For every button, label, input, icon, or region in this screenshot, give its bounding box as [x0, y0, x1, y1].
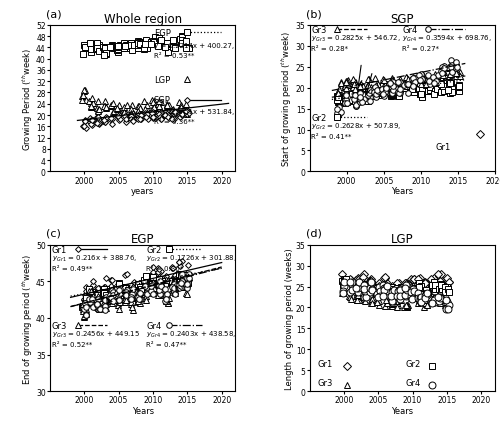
Text: Gr1: Gr1 [436, 143, 451, 152]
Y-axis label: Start of growing period ($^{th}$week): Start of growing period ($^{th}$week) [280, 31, 294, 166]
Text: $y_{Gr3}$ = 0.2456x + 449.15: $y_{Gr3}$ = 0.2456x + 449.15 [52, 329, 140, 339]
Text: $y_{Gr4}$ = 0.2403x + 438.58,: $y_{Gr4}$ = 0.2403x + 438.58, [146, 329, 237, 339]
Text: R² = 0.36**: R² = 0.36** [154, 119, 194, 125]
Text: (b): (b) [306, 9, 322, 19]
Text: Gr2: Gr2 [406, 359, 421, 368]
Title: Whole region: Whole region [104, 13, 182, 26]
Text: y = 0.2751x + 531.84,: y = 0.2751x + 531.84, [154, 108, 234, 114]
Text: (a): (a) [46, 9, 62, 19]
Text: R² = 0.28*: R² = 0.28* [312, 46, 348, 52]
Text: Gr4: Gr4 [406, 378, 421, 387]
X-axis label: Years: Years [132, 406, 154, 415]
Text: (c): (c) [46, 228, 61, 238]
Text: R² = 0.27*: R² = 0.27* [402, 46, 440, 52]
Text: R² = 0.36*: R² = 0.36* [146, 265, 184, 271]
Text: $y_{Gr2}$ = 0.1726x + 301.88,: $y_{Gr2}$ = 0.1726x + 301.88, [146, 253, 237, 263]
Text: EGP: EGP [154, 29, 170, 38]
Text: $y_{Gr3}$ = 0.2825x + 546.72,: $y_{Gr3}$ = 0.2825x + 546.72, [312, 34, 402, 43]
Text: SGP: SGP [154, 96, 170, 105]
Text: $y_{Gr4}$ = 0.3594x + 698.76,: $y_{Gr4}$ = 0.3594x + 698.76, [402, 34, 492, 43]
Text: Gr4: Gr4 [146, 321, 162, 330]
Text: Gr3: Gr3 [317, 378, 332, 387]
Text: Gr4: Gr4 [402, 26, 417, 35]
Text: R² = 0.52**: R² = 0.52** [52, 341, 92, 347]
Text: $y_{Gr1}$ = 0.216x + 388.76,: $y_{Gr1}$ = 0.216x + 388.76, [52, 253, 138, 263]
Text: Gr3: Gr3 [312, 26, 327, 35]
Y-axis label: Growing Period ($^{th}$week): Growing Period ($^{th}$week) [20, 48, 34, 150]
X-axis label: Years: Years [391, 187, 413, 196]
Text: R² = 0.41**: R² = 0.41** [312, 133, 352, 139]
Text: Gr2: Gr2 [146, 245, 162, 254]
Text: R² = 0.53**: R² = 0.53** [154, 53, 194, 59]
X-axis label: Years: Years [391, 406, 413, 415]
Text: LGP: LGP [154, 76, 170, 84]
Text: R² = 0.47**: R² = 0.47** [146, 341, 187, 347]
Text: R² = 0.49**: R² = 0.49** [52, 265, 92, 271]
Title: EGP: EGP [131, 232, 154, 245]
Title: LGP: LGP [391, 232, 413, 245]
Y-axis label: End of growing period ($^{th}$week): End of growing period ($^{th}$week) [20, 253, 34, 384]
Title: SGP: SGP [390, 13, 414, 26]
X-axis label: years: years [131, 187, 154, 196]
Text: Gr2: Gr2 [312, 114, 326, 123]
Text: Gr1: Gr1 [317, 359, 332, 368]
Text: Gr3: Gr3 [52, 321, 67, 330]
Text: $y_{Gr2}$ = 0.2628x + 507.89,: $y_{Gr2}$ = 0.2628x + 507.89, [312, 121, 402, 131]
Text: (d): (d) [306, 228, 322, 238]
Text: y = 0.2214x + 400.27,: y = 0.2214x + 400.27, [154, 43, 234, 49]
Y-axis label: Length of growing period (weeks): Length of growing period (weeks) [286, 248, 294, 389]
Text: Gr1: Gr1 [52, 245, 67, 254]
